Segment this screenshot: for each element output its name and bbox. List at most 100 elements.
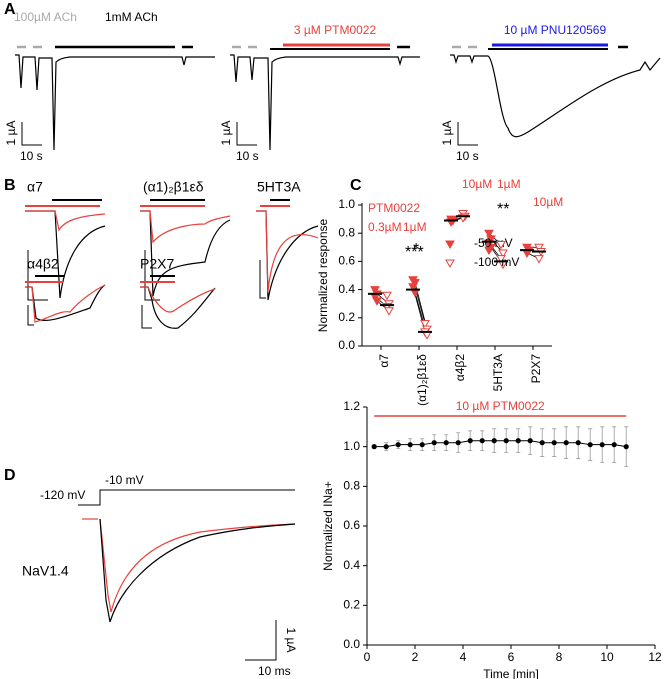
label: 1mM ACh <box>105 10 158 24</box>
y-tick-label: 0.0 <box>343 637 360 651</box>
y-tick-label: 1.0 <box>338 197 355 211</box>
point <box>384 307 394 316</box>
point <box>611 442 617 448</box>
receptor-label: α4β2 <box>27 256 59 272</box>
legend-marker <box>445 240 455 250</box>
scale-label: 10 s <box>456 149 479 163</box>
y-tick-label: 0.6 <box>343 518 360 532</box>
panel-letter: D <box>4 467 16 484</box>
point <box>408 283 418 292</box>
point <box>563 440 569 446</box>
label: 100µM ACh <box>14 10 77 24</box>
y-axis-label: Normalized response <box>316 218 330 332</box>
receptor-label: (α1)₂β1εδ <box>143 179 204 195</box>
point <box>443 440 449 446</box>
point <box>503 438 509 444</box>
point <box>534 243 544 253</box>
panel-letter: B <box>4 177 16 194</box>
point <box>382 291 392 301</box>
point <box>491 438 497 444</box>
panel-c: 0.0 0.2 0.4 0.6 0.8 1.0 Normalized response α7 (… <box>316 177 563 406</box>
label: 3 µM PTM0022 <box>294 23 377 37</box>
scale-label: 1 µA <box>4 121 18 146</box>
x-tick-label: α7 <box>377 354 391 368</box>
point <box>395 442 401 448</box>
receptor-label: α7 <box>27 179 43 195</box>
y-tick-label: 0.2 <box>338 310 355 324</box>
y-tick-label: 0.0 <box>338 338 355 352</box>
annotation: 0.3µM <box>368 220 402 234</box>
x-tick-label: 4 <box>460 650 467 664</box>
y-tick-label: 1.0 <box>343 439 360 453</box>
annotation: *** <box>405 244 424 261</box>
point <box>455 440 461 446</box>
panel-d: 0.0 0.2 0.4 0.6 0.8 1.0 1.2 0 2 4 6 8 10 12 Time [min]… <box>321 399 662 679</box>
point <box>486 235 496 244</box>
label: -120 mV <box>40 488 85 502</box>
y-tick-label: 0.6 <box>338 254 355 268</box>
trace-a1 <box>15 45 215 151</box>
point <box>372 297 382 306</box>
point <box>410 279 420 288</box>
annotation: PTM0022 <box>368 201 420 215</box>
y-tick-label: 0.4 <box>343 558 360 572</box>
annotation: ** <box>497 201 509 218</box>
traces-d <box>78 489 296 661</box>
annotation: 1µM <box>403 220 427 234</box>
x-axis-label: Time [min] <box>483 667 539 679</box>
point <box>539 440 545 446</box>
y-tick-label: 1.2 <box>343 399 360 413</box>
point <box>383 444 389 450</box>
y-tick-label: 0.4 <box>338 282 355 296</box>
point <box>575 440 581 446</box>
scale-label: 1 µA <box>219 121 233 146</box>
x-tick-label: P2X7 <box>529 354 543 384</box>
receptor-label: 5HT3A <box>257 179 301 195</box>
point <box>534 255 544 264</box>
point <box>527 438 533 444</box>
scale-label: 1 µA <box>284 628 298 653</box>
annotation: * <box>413 241 419 258</box>
point <box>431 440 437 446</box>
x-tick-label: 10 <box>600 650 614 664</box>
y-tick-label: 0.8 <box>343 479 360 493</box>
x-tick-label: 2 <box>412 650 419 664</box>
x-tick-label: 5HT3A <box>491 354 505 391</box>
annotation: 1µM <box>497 177 521 191</box>
point <box>623 444 629 450</box>
channel-label: NaV1.4 <box>22 563 69 579</box>
point <box>498 249 508 258</box>
label: -10 mV <box>105 473 144 487</box>
trace-a3 <box>450 43 661 146</box>
x-tick-label: (α1)₂β1εδ <box>415 354 429 406</box>
point <box>551 440 557 446</box>
point <box>419 442 425 448</box>
y-axis-label: Normalized INa+ <box>321 481 335 571</box>
point <box>484 229 494 239</box>
scale-label: 10 ms <box>258 664 291 678</box>
traces-b <box>25 199 319 329</box>
point <box>496 240 506 250</box>
x-tick-label: 8 <box>556 650 563 664</box>
x-tick-label: 0 <box>364 650 371 664</box>
annotation: 10µM <box>533 195 563 209</box>
point <box>370 286 380 295</box>
point <box>599 442 605 448</box>
y-tick-label: 0.8 <box>338 225 355 239</box>
legend-marker <box>445 259 455 269</box>
point <box>587 442 593 448</box>
label: 10 µM PNU120569 <box>504 23 607 37</box>
point <box>479 438 485 444</box>
annotation: 10 µM PTM0022 <box>456 399 545 413</box>
trace-a2 <box>230 43 420 151</box>
receptor-label: P2X7 <box>140 256 174 272</box>
scale-label: 1 µA <box>440 121 454 146</box>
point <box>420 319 430 329</box>
point <box>371 444 377 450</box>
point <box>515 438 521 444</box>
scale-label: 10 s <box>236 149 259 163</box>
panel-letter: C <box>350 177 362 194</box>
point <box>484 246 494 256</box>
y-tick-label: 0.2 <box>343 598 360 612</box>
